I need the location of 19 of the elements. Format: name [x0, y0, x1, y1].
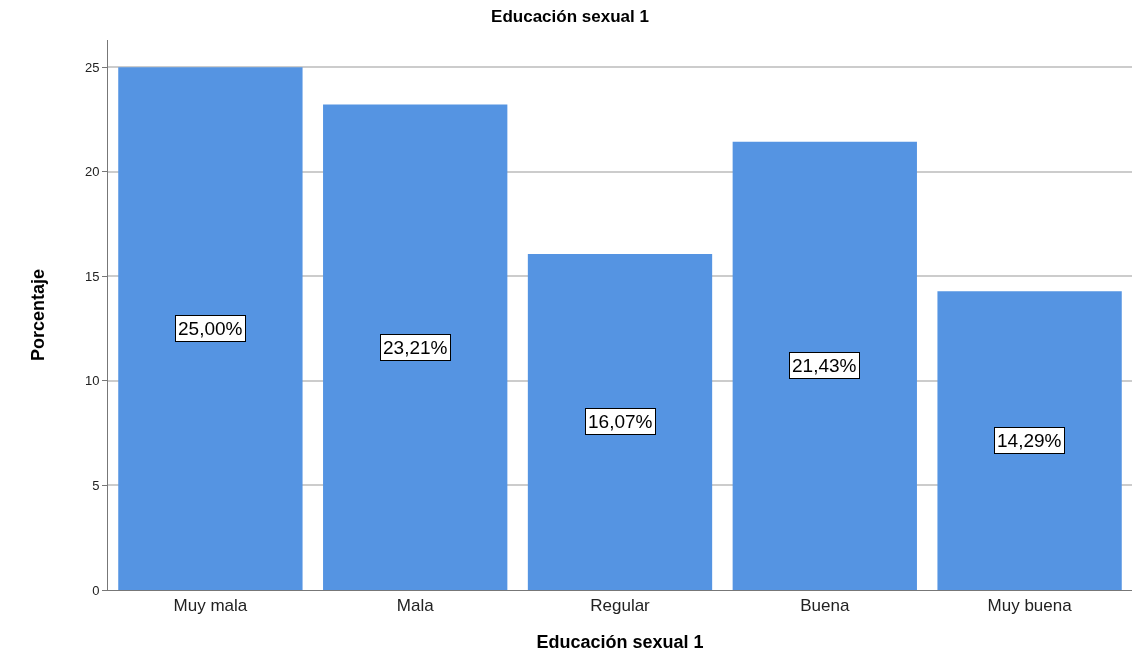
y-tick-label: 0: [92, 582, 100, 598]
x-axis-title: Educación sexual 1: [536, 631, 704, 652]
x-tick-label: Muy mala: [173, 596, 248, 616]
y-tick-label: 20: [84, 164, 100, 180]
y-axis-title: Porcentaje: [28, 268, 49, 362]
data-label: 16,07%: [588, 411, 653, 432]
chart-title: Educación sexual 1: [491, 6, 649, 26]
x-tick-label: Buena: [800, 596, 850, 616]
y-tick-label: 15: [84, 268, 100, 284]
y-tick-label: 5: [92, 477, 100, 493]
data-label: 21,43%: [792, 355, 857, 376]
x-tick-label: Mala: [396, 596, 435, 616]
x-tick-label: Muy buena: [987, 596, 1073, 616]
data-label: 25,00%: [178, 318, 243, 339]
data-label: 23,21%: [383, 337, 448, 358]
y-tick-label: 10: [84, 373, 100, 389]
y-tick-label: 25: [84, 59, 100, 75]
x-tick-label: Regular: [590, 596, 651, 616]
data-label: 14,29%: [997, 430, 1062, 451]
